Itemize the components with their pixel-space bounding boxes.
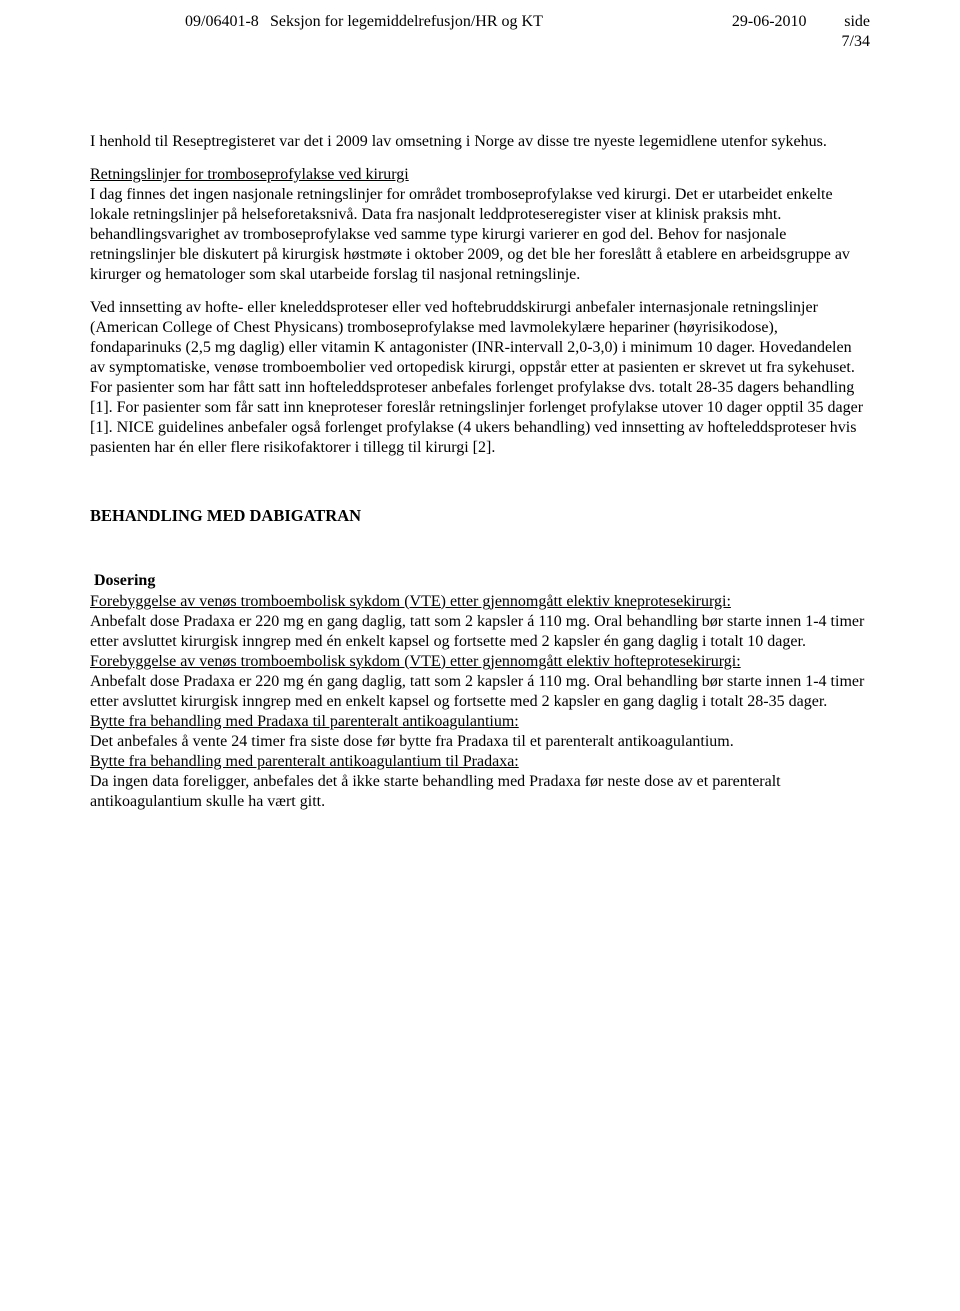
page-header: 09/06401-8 Seksjon for legemiddelrefusjo… xyxy=(90,12,870,52)
paragraph-intro: I henhold til Reseptregisteret var det i… xyxy=(90,132,870,152)
dosing-hip-title: Forebyggelse av venøs tromboembolisk syk… xyxy=(90,653,741,670)
header-side-label: side xyxy=(844,13,870,30)
dosing-section: Forebyggelse av venøs tromboembolisk syk… xyxy=(90,592,870,812)
header-page-info: side 7/34 xyxy=(842,12,870,52)
switch-to-pradaxa-title: Bytte fra behandling med parenteralt ant… xyxy=(90,753,519,770)
dosing-knee-title: Forebyggelse av venøs tromboembolisk syk… xyxy=(90,593,731,610)
section-heading-dabigatran: BEHANDLING MED DABIGATRAN xyxy=(90,506,870,527)
paragraph-recommendations: Ved innsetting av hofte- eller kneleddsp… xyxy=(90,298,870,458)
dosering-label: Dosering xyxy=(90,571,870,591)
paragraph-guidelines: Retningslinjer for tromboseprofylakse ve… xyxy=(90,165,870,285)
dosing-knee-body: Anbefalt dose Pradaxa er 220 mg en gang … xyxy=(90,613,864,650)
header-section: Seksjon for legemiddelrefusjon/HR og KT xyxy=(270,12,732,52)
switch-from-pradaxa-body: Det anbefales å vente 24 timer fra siste… xyxy=(90,733,734,750)
switch-from-pradaxa-title: Bytte fra behandling med Pradaxa til par… xyxy=(90,713,519,730)
header-case-number: 09/06401-8 xyxy=(90,12,270,52)
guidelines-title: Retningslinjer for tromboseprofylakse ve… xyxy=(90,166,409,183)
dosing-hip-body: Anbefalt dose Pradaxa er 220 mg én gang … xyxy=(90,673,864,710)
header-page-number: 7/34 xyxy=(842,33,870,50)
header-right: 29-06-2010 side 7/34 xyxy=(732,12,870,52)
guidelines-body: I dag finnes det ingen nasjonale retning… xyxy=(90,186,850,283)
switch-to-pradaxa-body: Da ingen data foreligger, anbefales det … xyxy=(90,773,781,810)
header-date: 29-06-2010 xyxy=(732,12,807,52)
